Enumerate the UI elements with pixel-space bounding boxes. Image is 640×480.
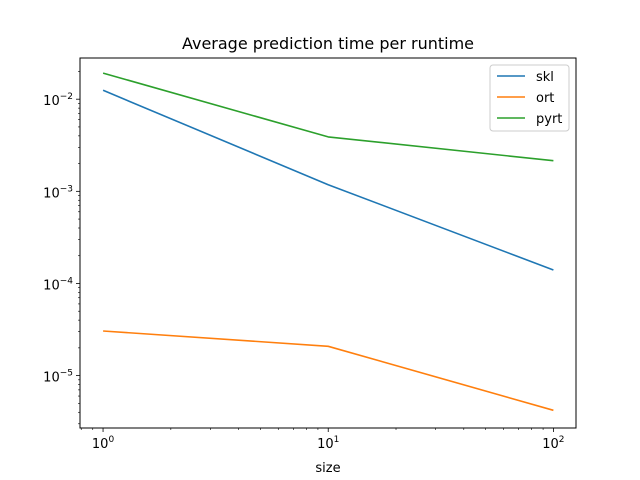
plot-frame: [79, 57, 577, 429]
y-tick-label: 10−5: [43, 369, 73, 386]
series-line-pyrt: [102, 72, 554, 162]
x-tick-label: 102: [542, 435, 564, 452]
y-tick-label: 10−4: [43, 276, 73, 293]
y-tick-label: 10−3: [43, 184, 73, 201]
x-axis-label: size: [315, 461, 340, 476]
series-lines: [102, 72, 554, 412]
series-line-skl: [102, 89, 554, 271]
legend: skl ort pyrt: [489, 64, 570, 132]
y-axis-ticks: 10−5 10−4 10−3 10−2: [43, 92, 80, 386]
y-tick-label: 10−2: [43, 92, 73, 109]
legend-box: [489, 64, 570, 132]
legend-label-ort: ort: [536, 91, 554, 106]
x-tick-label: 101: [317, 435, 339, 452]
legend-label-pyrt: pyrt: [536, 112, 562, 127]
legend-label-skl: skl: [536, 70, 554, 85]
x-axis-ticks: 100 101 102: [92, 428, 565, 452]
chart-title: Average prediction time per runtime: [182, 34, 474, 53]
x-tick-label: 100: [92, 435, 115, 452]
series-line-ort: [103, 330, 554, 412]
